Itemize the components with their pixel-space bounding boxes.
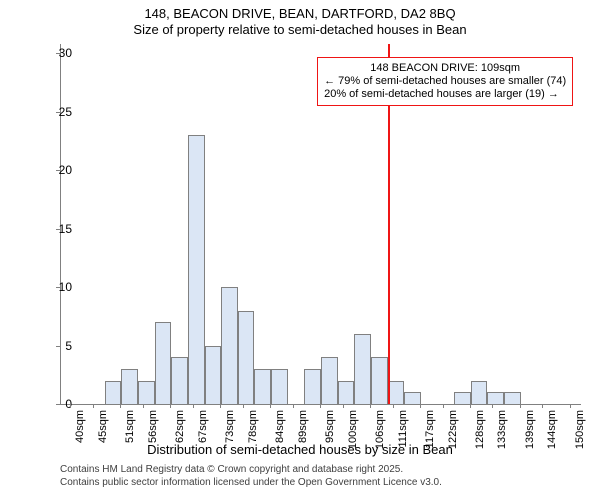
histogram-bar xyxy=(188,135,205,404)
title-line-1: 148, BEACON DRIVE, BEAN, DARTFORD, DA2 8… xyxy=(0,6,600,22)
x-tick-label: 84sqm xyxy=(274,410,286,443)
x-tick-mark xyxy=(93,404,94,408)
plot-area: 148 BEACON DRIVE: 109sqm← 79% of semi-de… xyxy=(60,44,581,405)
x-tick-mark xyxy=(170,404,171,408)
x-tick-mark xyxy=(293,404,294,408)
x-tick-mark xyxy=(343,404,344,408)
histogram-bar xyxy=(105,381,122,404)
x-tick-mark xyxy=(220,404,221,408)
x-tick-mark xyxy=(120,404,121,408)
annotation-line: 20% of semi-detached houses are larger (… xyxy=(324,88,566,101)
x-tick-mark xyxy=(542,404,543,408)
x-tick-mark xyxy=(520,404,521,408)
x-tick-label: 40sqm xyxy=(74,410,86,443)
histogram-bar xyxy=(221,287,238,404)
x-tick-label: 45sqm xyxy=(97,410,109,443)
x-tick-mark xyxy=(393,404,394,408)
histogram-bar xyxy=(354,334,371,404)
x-tick-mark xyxy=(492,404,493,408)
attribution-footer: Contains HM Land Registry data © Crown c… xyxy=(60,464,442,489)
histogram-bar xyxy=(454,392,471,404)
histogram-bar xyxy=(205,346,222,404)
x-tick-mark xyxy=(443,404,444,408)
histogram-bar xyxy=(404,392,421,404)
x-tick-label: 73sqm xyxy=(224,410,236,443)
histogram-bar xyxy=(321,357,338,404)
y-tick-mark xyxy=(56,229,60,230)
x-tick-label: 78sqm xyxy=(247,410,259,443)
x-axis-label: Distribution of semi-detached houses by … xyxy=(0,442,600,457)
histogram-bar xyxy=(487,392,504,404)
histogram-bar xyxy=(338,381,355,404)
title-line-2: Size of property relative to semi-detach… xyxy=(0,22,600,38)
histogram-bar xyxy=(471,381,488,404)
x-tick-mark xyxy=(370,404,371,408)
histogram-bar xyxy=(504,392,521,404)
x-tick-label: 67sqm xyxy=(197,410,209,443)
chart-container: { "title_line1": "148, BEACON DRIVE, BEA… xyxy=(0,0,600,500)
histogram-bar xyxy=(155,322,172,404)
x-tick-mark xyxy=(193,404,194,408)
y-tick-mark xyxy=(56,287,60,288)
histogram-bar xyxy=(138,381,155,404)
x-tick-label: 51sqm xyxy=(124,410,136,443)
y-tick-mark xyxy=(56,170,60,171)
x-tick-mark xyxy=(420,404,421,408)
x-tick-mark xyxy=(243,404,244,408)
x-tick-mark xyxy=(470,404,471,408)
x-tick-mark xyxy=(320,404,321,408)
histogram-bar xyxy=(171,357,188,404)
footer-line-2: Contains public sector information licen… xyxy=(60,477,442,490)
x-tick-mark xyxy=(270,404,271,408)
annotation-line: ← 79% of semi-detached houses are smalle… xyxy=(324,75,566,88)
annotation-title: 148 BEACON DRIVE: 109sqm xyxy=(324,62,566,75)
x-tick-label: 95sqm xyxy=(324,410,336,443)
x-tick-label: 89sqm xyxy=(297,410,309,443)
y-tick-mark xyxy=(56,404,60,405)
histogram-bar xyxy=(388,381,405,404)
x-tick-label: 62sqm xyxy=(174,410,186,443)
annotation-box: 148 BEACON DRIVE: 109sqm← 79% of semi-de… xyxy=(317,57,573,107)
y-tick-mark xyxy=(56,53,60,54)
x-tick-label: 56sqm xyxy=(147,410,159,443)
y-tick-mark xyxy=(56,346,60,347)
histogram-bar xyxy=(238,311,255,405)
histogram-bar xyxy=(254,369,271,404)
histogram-bar xyxy=(121,369,138,404)
histogram-bar xyxy=(371,357,388,404)
x-tick-mark xyxy=(570,404,571,408)
histogram-bar xyxy=(271,369,288,404)
x-tick-mark xyxy=(143,404,144,408)
chart-title: 148, BEACON DRIVE, BEAN, DARTFORD, DA2 8… xyxy=(0,6,600,39)
y-tick-mark xyxy=(56,112,60,113)
x-tick-mark xyxy=(70,404,71,408)
histogram-bar xyxy=(304,369,321,404)
footer-line-1: Contains HM Land Registry data © Crown c… xyxy=(60,464,442,477)
